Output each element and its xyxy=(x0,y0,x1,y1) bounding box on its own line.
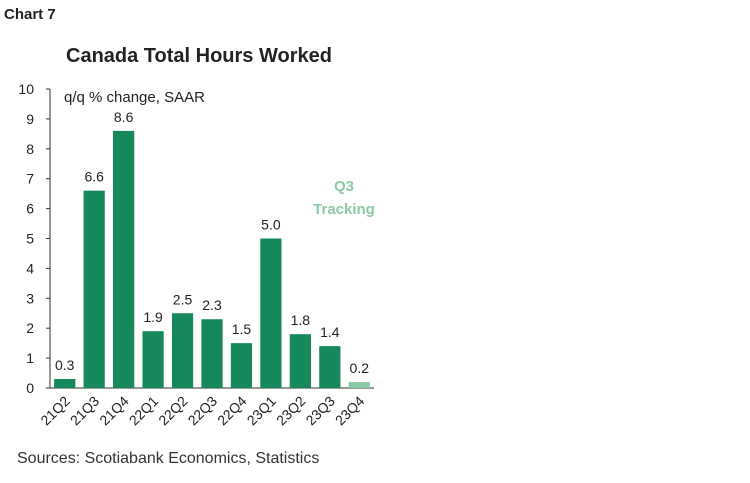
x-tick-label: 22Q4 xyxy=(214,393,250,429)
bar xyxy=(171,313,194,388)
y-tick-label: 5 xyxy=(26,231,34,247)
bar xyxy=(319,346,341,388)
bar xyxy=(348,382,370,388)
y-tick-label: 10 xyxy=(18,81,34,97)
bar xyxy=(201,319,223,388)
data-label: 5.0 xyxy=(261,217,281,233)
x-tick-label: 21Q2 xyxy=(37,393,73,429)
y-tick-label: 1 xyxy=(26,350,34,366)
x-tick-label: 23Q3 xyxy=(302,393,338,429)
tracking-annotation-line1: Q3 xyxy=(334,178,354,195)
data-labels: 0.3 6.6 8.6 1.9 2.5 2.3 1.5 5.0 1.8 1.4 0.2 xyxy=(55,109,369,376)
chart-number: Chart 7 xyxy=(4,6,56,23)
source-note: Sources: Scotiabank Economics, Statistic… xyxy=(17,450,320,467)
x-tick-label: 21Q4 xyxy=(96,393,132,429)
x-tick-label: 23Q2 xyxy=(273,393,309,429)
bar xyxy=(83,190,105,388)
bar xyxy=(230,343,253,388)
y-tick-label: 4 xyxy=(26,260,34,276)
y-axis: 0 1 2 3 4 5 6 7 8 9 10 xyxy=(18,81,50,396)
data-label: 6.6 xyxy=(84,169,104,185)
x-tick-label: 23Q1 xyxy=(243,393,279,429)
x-tick-label: 23Q4 xyxy=(332,393,368,429)
data-label: 1.5 xyxy=(232,321,252,337)
x-tick-label: 21Q3 xyxy=(67,393,103,429)
data-label: 1.9 xyxy=(143,309,163,325)
y-tick-label: 3 xyxy=(26,290,34,306)
data-label: 0.3 xyxy=(55,357,75,373)
data-label: 1.8 xyxy=(291,312,311,328)
data-label: 2.3 xyxy=(202,297,222,313)
y-axis-label: q/q % change, SAAR xyxy=(64,89,205,106)
data-label: 0.2 xyxy=(350,360,370,376)
bar xyxy=(113,130,135,389)
bar xyxy=(54,379,76,388)
y-tick-label: 6 xyxy=(26,201,34,217)
x-tick-label: 22Q2 xyxy=(155,393,191,429)
data-label: 2.5 xyxy=(173,291,193,307)
bar xyxy=(260,238,282,388)
bar xyxy=(142,331,164,388)
y-tick-label: 2 xyxy=(26,320,34,336)
y-tick-label: 8 xyxy=(26,141,34,157)
data-label: 1.4 xyxy=(320,324,340,340)
data-label: 8.6 xyxy=(114,109,134,125)
x-axis: 21Q221Q321Q422Q122Q222Q322Q423Q123Q223Q3… xyxy=(37,393,367,429)
y-tick-label: 7 xyxy=(26,171,34,187)
bars xyxy=(49,130,370,389)
x-tick-label: 22Q1 xyxy=(126,393,162,429)
bar xyxy=(289,334,311,388)
chart-title: Canada Total Hours Worked xyxy=(66,45,332,67)
y-tick-label: 0 xyxy=(26,380,34,396)
y-tick-label: 9 xyxy=(26,111,34,127)
tracking-annotation-line2: Tracking xyxy=(313,201,375,218)
x-tick-label: 22Q3 xyxy=(185,393,221,429)
